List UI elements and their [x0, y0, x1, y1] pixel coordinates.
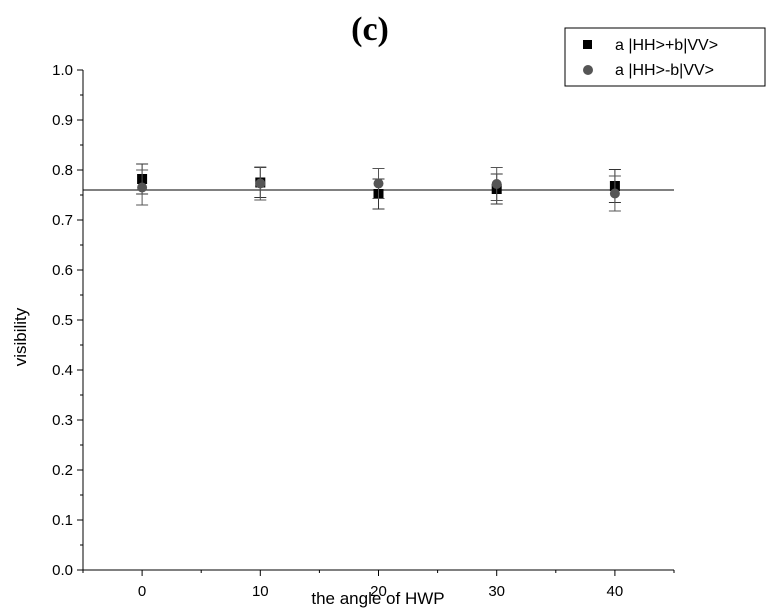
y-axis-label: visibility — [11, 307, 30, 366]
y-tick-label: 0.8 — [52, 162, 73, 179]
legend-label-series-2: a |HH>-b|VV> — [615, 62, 714, 79]
legend: a |HH>+b|VV> a |HH>-b|VV> — [564, 27, 766, 87]
y-tick-label: 1.0 — [52, 62, 73, 79]
legend-marker-square — [583, 40, 592, 49]
legend-label-series-1: a |HH>+b|VV> — [615, 37, 718, 54]
data-point-circle — [373, 178, 384, 189]
legend-box — [564, 27, 766, 87]
x-tick-label: 0 — [138, 583, 146, 600]
x-axis-label: the angle of HWP — [311, 589, 444, 608]
y-tick-label: 0.5 — [52, 312, 73, 329]
data-point-circle — [609, 188, 620, 199]
y-tick-label: 0.2 — [52, 462, 73, 479]
y-tick-label: 0.7 — [52, 212, 73, 229]
y-tick-label: 0.1 — [52, 512, 73, 529]
data-point-circle — [137, 182, 148, 193]
y-tick-label: 0.9 — [52, 112, 73, 129]
axes: 0.0 0.1 0.2 0.3 0.4 0.5 0.6 0.7 0.8 0.9 1.0 0 10 20 30… — [52, 62, 675, 600]
data-point-circle — [255, 178, 266, 189]
data-point-circle — [491, 179, 502, 189]
y-tick-label: 0.6 — [52, 262, 73, 279]
x-tick-label: 20 — [370, 583, 387, 600]
chart-title: (c) — [351, 11, 389, 48]
y-tick-label: 0.4 — [52, 362, 73, 379]
y-tick-label: 0.3 — [52, 412, 73, 429]
x-tick-label: 40 — [607, 583, 624, 600]
x-tick-label: 10 — [252, 583, 269, 600]
y-tick-label: 0.0 — [52, 562, 73, 579]
data-marks — [136, 163, 621, 212]
x-tick-label: 30 — [488, 583, 505, 600]
legend-marker-circle — [583, 65, 593, 75]
